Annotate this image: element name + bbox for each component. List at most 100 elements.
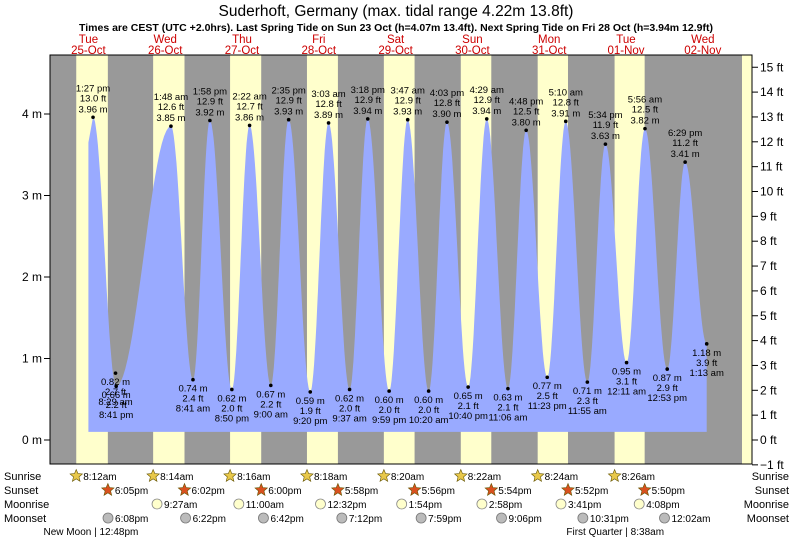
moonset-time: 12:02am [671,514,710,525]
right-axis-label: 8 ft [760,234,777,248]
low-tide-point [624,360,629,365]
right-axis-label: 0 ft [760,433,777,447]
sunrise-icon [146,468,161,482]
high-tide-feet: 11.2 ft [672,138,698,149]
low-tide-metres: 0.71 m [573,386,602,397]
sunrise-icon [607,468,622,482]
low-tide-point [426,389,431,393]
low-tide-metres: 0.74 m [178,384,207,395]
high-tide-time: 4:48 pm [509,96,543,107]
moon-phase-label: New Moon | 12:48pm [44,527,139,538]
moonrise-time: 12:32pm [327,500,366,511]
high-tide-time: 2:35 pm [271,86,305,97]
low-tide-time: 11:55 am [568,406,607,417]
astro-table: Sunrise Sunset Moonrise Moonset Sunrise … [4,468,789,538]
high-tide-point [169,124,173,129]
low-tide-metres: 0.95 m [612,367,641,378]
high-tide-time: 5:34 pm [588,110,622,121]
high-tide-time: 3:47 am [391,86,425,97]
moonrise-icon [396,498,408,510]
high-tide-point [247,123,252,128]
high-tide-feet: 13.0 ft [80,93,107,104]
row-label-moonset-right: Moonset [747,513,789,525]
sunrise-time: 8:20am [391,472,424,483]
high-tide-metres: 3.93 m [393,107,422,118]
low-tide-feet: 3.1 ft [616,377,637,388]
high-tide-metres: 3.91 m [551,108,580,119]
low-tide-feet: 2.1 ft [497,403,518,414]
sunrise-icon [300,468,314,482]
low-tide-feet: 2.0 ft [339,403,360,414]
sunrise-icon [453,468,468,482]
high-tide-time: 5:56 am [628,95,662,106]
low-tide-feet: 3.9 ft [696,358,717,369]
day-date-label: 30-Oct [455,45,490,57]
right-axis-label: 9 ft [760,209,777,223]
day-date-label: 31-Oct [532,45,567,57]
right-axis-label: 11 ft [760,160,783,174]
moonrise-icon [315,498,326,510]
moonrise-time: 11:00am [246,500,284,511]
high-tide-metres: 3.63 m [591,131,620,142]
right-axis-label: 2 ft [760,383,777,397]
day-weekday-label: Mon [538,34,560,46]
day-weekday-label: Wed [691,34,714,46]
row-label-sunrise-right: Sunrise [752,471,789,483]
low-tide-point [466,385,470,389]
moonrise-icon [476,498,488,510]
low-tide-point [308,390,313,394]
sunset-time: 5:58pm [345,486,378,497]
row-label-moonrise-right: Moonrise [744,499,789,511]
high-tide-feet: 12.8 ft [315,99,342,110]
low-tide-time: 9:37 am [332,413,366,424]
sunset-time: 6:05pm [115,486,148,497]
high-tide-feet: 12.6 ft [158,102,185,113]
high-tide-metres: 3.90 m [432,109,461,120]
high-tide-feet: 12.9 ft [394,96,421,107]
low-tide-feet: 2.5 ft [537,391,558,402]
low-tide-metres: 1.18 m [692,348,721,359]
high-tide-metres: 3.96 m [79,104,108,115]
high-tide-point [603,142,608,146]
high-tide-feet: 12.5 ft [513,106,540,117]
sunset-time: 6:02pm [191,486,224,497]
y-axes: 0 m 1 m 2 m 3 m 4 m −1 ft 0 ft 1 ft 2 ft 3 ft 4 ft… [22,60,784,472]
moonset-icon [577,512,589,524]
high-tide-point [365,117,370,121]
high-tide-feet: 12.8 ft [434,98,461,109]
low-tide-point [191,377,195,382]
day-weekday-label: Tue [79,34,98,46]
sunset-time: 5:50pm [652,486,685,497]
high-tide-time: 3:18 pm [351,85,385,96]
left-axis-label: 4 m [22,107,42,121]
moonset-icon [258,512,269,524]
high-tide-time: 4:29 am [470,85,504,96]
row-label-moonset-left: Moonset [4,513,46,525]
moonrise-icon [151,498,163,510]
low-tide-metres: 0.66 m [102,390,131,401]
moonset-icon [415,512,427,524]
high-tide-point [643,126,647,131]
high-tide-time: 1:48 am [154,92,188,103]
low-tide-feet: 2.7 ft [105,387,126,398]
low-tide-metres: 0.67 m [256,389,285,400]
high-tide-feet: 12.5 ft [632,105,659,116]
moonset-time: 9:06pm [509,514,542,525]
moonset-icon [102,512,114,524]
low-tide-point [665,367,670,371]
low-tide-point [545,375,550,380]
high-tide-time: 4:03 pm [430,88,464,99]
left-axis-label: 1 m [22,352,42,366]
low-tide-feet: 2.0 ft [418,405,439,416]
plot-frame [49,54,753,465]
sunrise-time: 8:24am [545,472,578,483]
sunset-icon [254,482,269,496]
right-axis-label: 14 ft [760,85,784,99]
sunset-time: 6:00pm [268,486,301,497]
moonrise-icon [633,498,645,510]
moonset-icon [496,512,507,524]
sunrise-time: 8:14am [160,472,193,483]
low-tide-metres: 0.62 m [335,393,364,404]
right-axis-label: 15 ft [760,60,784,74]
